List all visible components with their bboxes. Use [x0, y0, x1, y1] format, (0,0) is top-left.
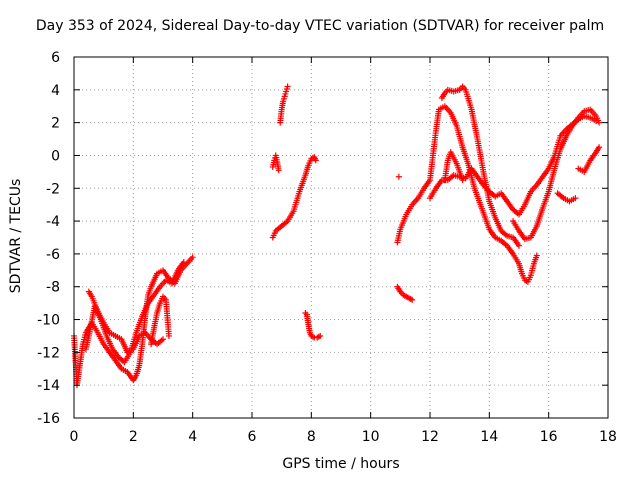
- data-point: [275, 167, 282, 174]
- data-point: [459, 177, 466, 184]
- x-tick-label: 16: [540, 429, 558, 445]
- series-block-1c: [82, 259, 187, 366]
- y-tick-label: -10: [37, 313, 60, 329]
- data-point: [160, 336, 166, 343]
- y-tick-label: 0: [51, 148, 60, 164]
- data-point: [516, 242, 522, 249]
- data-point: [317, 332, 324, 339]
- series-block-3i: [575, 144, 603, 175]
- x-tick-label: 8: [307, 429, 316, 445]
- series-block-2c: [269, 154, 319, 241]
- series-block-3a: [394, 283, 416, 303]
- x-tick-label: 2: [129, 429, 138, 445]
- series-block-3f: [441, 149, 466, 184]
- y-tick-label: 4: [51, 83, 60, 99]
- data-point: [572, 195, 579, 202]
- x-tick-label: 12: [421, 429, 439, 445]
- x-tick-label: 14: [480, 429, 498, 445]
- series-block-3d: [438, 83, 522, 249]
- x-tick-label: 4: [188, 429, 197, 445]
- y-tick-label: -6: [46, 247, 60, 263]
- series-block-3g: [510, 106, 603, 243]
- data-point: [315, 333, 322, 340]
- y-tick-label: -8: [46, 280, 60, 296]
- data-points: [71, 83, 603, 389]
- plot-frame: [73, 56, 609, 419]
- series-block-1d: [148, 293, 172, 348]
- data-point: [189, 254, 196, 261]
- data-point: [596, 144, 603, 151]
- y-tick-label: -2: [46, 181, 60, 197]
- x-tick-label: 10: [362, 429, 380, 445]
- y-tick-label: -14: [37, 378, 60, 394]
- data-point: [409, 296, 416, 303]
- x-tick-label: 6: [248, 429, 257, 445]
- x-tick-label: 0: [70, 429, 79, 445]
- y-tick-label: 2: [51, 116, 60, 132]
- series-block-3b: [395, 173, 402, 180]
- series-block-2b: [277, 83, 291, 126]
- series-block-2a: [269, 152, 282, 174]
- data-point: [312, 157, 319, 164]
- y-tick-label: 6: [51, 50, 60, 66]
- chart-title: Day 353 of 2024, Sidereal Day-to-day VTE…: [35, 18, 605, 34]
- axis-ticks: 0 2 4 6 8 10 12 14 16 18 -16 -14 -12 -10 -8 -6 -4 -2 0 2 4 6: [37, 50, 617, 445]
- data-point: [395, 173, 402, 180]
- x-axis-label: GPS time / hours: [282, 456, 400, 472]
- y-tick-label: -4: [46, 214, 60, 230]
- y-tick-label: -16: [37, 411, 60, 427]
- x-tick-label: 18: [599, 429, 617, 445]
- data-point: [596, 119, 603, 126]
- series-block-2d: [302, 309, 324, 341]
- data-point: [165, 332, 172, 339]
- series-block-3h: [554, 190, 579, 205]
- data-point: [284, 83, 291, 90]
- data-point: [180, 259, 187, 266]
- data-point: [533, 252, 540, 259]
- y-tick-label: -12: [37, 345, 60, 361]
- series-block-3c: [394, 103, 540, 285]
